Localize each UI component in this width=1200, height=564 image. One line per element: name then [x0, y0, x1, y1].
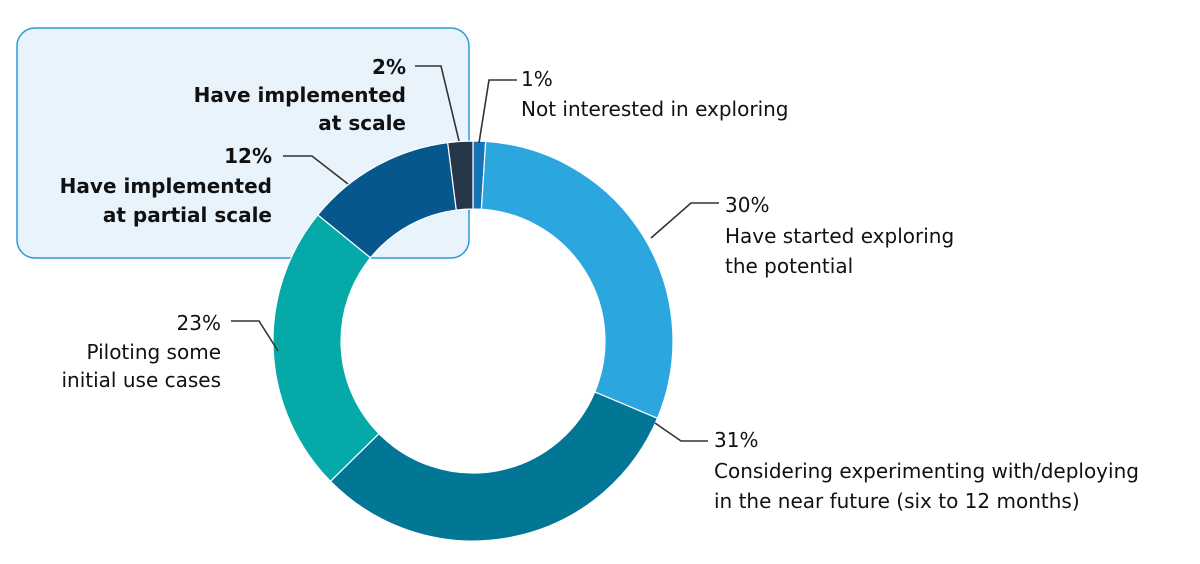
slice-6-label-line-1: Have implemented	[194, 83, 406, 107]
slice-4-label-line-1: Piloting some	[86, 340, 221, 364]
slice-6-label-line-2: at scale	[318, 111, 406, 135]
donut-slice-3	[329, 391, 659, 542]
leader-line-6	[415, 65, 460, 142]
slice-5-value: 12%	[224, 144, 272, 168]
slice-2-label-line-2: the potential	[725, 254, 853, 278]
leader-line-4	[231, 320, 279, 352]
leader-lines	[231, 65, 719, 442]
leader-line-3	[654, 422, 708, 442]
slice-1-value: 1%	[521, 67, 553, 91]
donut-slice-2	[480, 140, 674, 420]
donut-slice-6	[447, 140, 474, 211]
slice-5-label-line-2: at partial scale	[103, 203, 272, 227]
slice-4-label-line-2: initial use cases	[61, 368, 221, 392]
slice-5-label-line-1: Have implemented	[60, 174, 272, 198]
slice-2-value: 30%	[725, 193, 769, 217]
slice-3-value: 31%	[714, 428, 758, 452]
leader-line-5	[283, 155, 349, 185]
slice-2-label-line-1: Have started exploring	[725, 224, 954, 248]
slice-1-label-line-1: Not interested in exploring	[521, 97, 789, 121]
slice-3-label-line-1: Considering experimenting with/deploying	[714, 459, 1139, 483]
donut-slices	[272, 140, 674, 542]
leader-line-2	[650, 202, 719, 239]
slice-6-value: 2%	[372, 55, 406, 79]
leader-line-1	[478, 79, 517, 144]
slice-3-label-line-2: in the near future (six to 12 months)	[714, 489, 1080, 513]
slice-4-value: 23%	[177, 311, 221, 335]
